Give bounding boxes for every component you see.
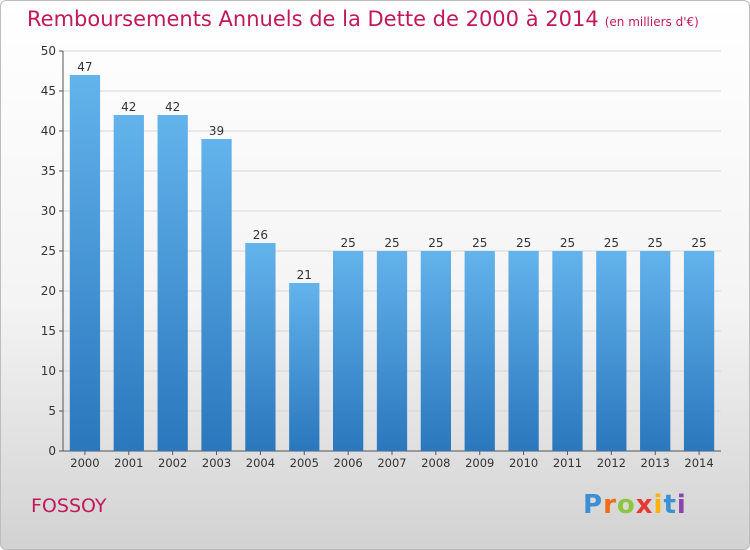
x-tick-label-2010: 2010	[509, 456, 538, 470]
bar-2006	[332, 251, 364, 451]
y-tick-label: 40	[41, 124, 56, 138]
y-tick-label: 25	[41, 244, 56, 258]
x-tick-label-2009: 2009	[465, 456, 494, 470]
bar-2009	[464, 251, 495, 451]
title-text: Remboursements Annuels de la Dette de 20…	[27, 7, 599, 31]
data-label-2003: 39	[209, 124, 224, 138]
bars	[69, 75, 715, 451]
bar-2007	[376, 251, 408, 451]
data-label-2001: 42	[121, 100, 136, 114]
data-label-2004: 26	[253, 228, 268, 242]
y-tick-label: 5	[48, 404, 56, 418]
bar-2008	[420, 251, 452, 451]
bar-2011	[552, 251, 583, 451]
y-tick-label: 0	[48, 444, 56, 458]
data-labels: 47 42 42 39 26 21 25 25 25 25 25 25 25 25 25	[77, 60, 706, 282]
y-tick-labels: 0 5 10 15 20 25 30 35 40 45 50	[41, 44, 56, 458]
y-tick-label: 15	[41, 324, 56, 338]
chart-title: Remboursements Annuels de la Dette de 20…	[27, 7, 699, 31]
data-label-2006: 25	[340, 236, 355, 250]
bar-2004	[245, 243, 276, 451]
x-tick-label-2001: 2001	[114, 456, 143, 470]
x-tick-label-2014: 2014	[684, 456, 713, 470]
x-tick-label-2005: 2005	[290, 456, 319, 470]
bar-2000	[69, 75, 101, 451]
bar-2002	[157, 115, 188, 451]
proxiti-logo: Proxiti	[583, 490, 687, 520]
bar-2001	[113, 115, 144, 451]
data-label-2012: 25	[604, 236, 619, 250]
unit-label: (en milliers d'€)	[604, 15, 699, 29]
x-tick-label-2004: 2004	[246, 456, 275, 470]
x-tick-label-2007: 2007	[377, 456, 406, 470]
x-tick-label-2008: 2008	[421, 456, 450, 470]
data-label-2011: 25	[560, 236, 575, 250]
bar-2013	[640, 251, 671, 451]
x-tick-label-2002: 2002	[158, 456, 187, 470]
bar-2005	[289, 283, 320, 451]
data-label-2009: 25	[472, 236, 487, 250]
bar-2014	[683, 251, 715, 451]
data-label-2005: 21	[297, 268, 312, 282]
data-label-2014: 25	[691, 236, 706, 250]
data-label-2013: 25	[648, 236, 663, 250]
data-label-2008: 25	[428, 236, 443, 250]
data-label-2000: 47	[77, 60, 92, 74]
x-tick-label-2013: 2013	[641, 456, 670, 470]
x-tick-labels: 2000 2001 2002 2003 2004 2005 2006 2007 2008 2009…	[70, 456, 713, 470]
bar-2010	[508, 251, 539, 451]
y-tick-label: 30	[41, 204, 56, 218]
data-label-2010: 25	[516, 236, 531, 250]
y-tick-label: 35	[41, 164, 56, 178]
x-tick-label-2011: 2011	[553, 456, 582, 470]
y-tick-label: 10	[41, 364, 56, 378]
bar-2003	[201, 139, 232, 451]
y-tick-label: 50	[41, 44, 56, 58]
x-tick-label-2006: 2006	[333, 456, 362, 470]
y-tick-label: 45	[41, 84, 56, 98]
data-label-2007: 25	[384, 236, 399, 250]
commune-name: FOSSOY	[31, 495, 107, 517]
x-tick-label-2003: 2003	[202, 456, 231, 470]
x-tick-label-2000: 2000	[70, 456, 99, 470]
data-label-2002: 42	[165, 100, 180, 114]
y-tick-label: 20	[41, 284, 56, 298]
bar-2012	[596, 251, 627, 451]
x-tick-label-2012: 2012	[597, 456, 626, 470]
